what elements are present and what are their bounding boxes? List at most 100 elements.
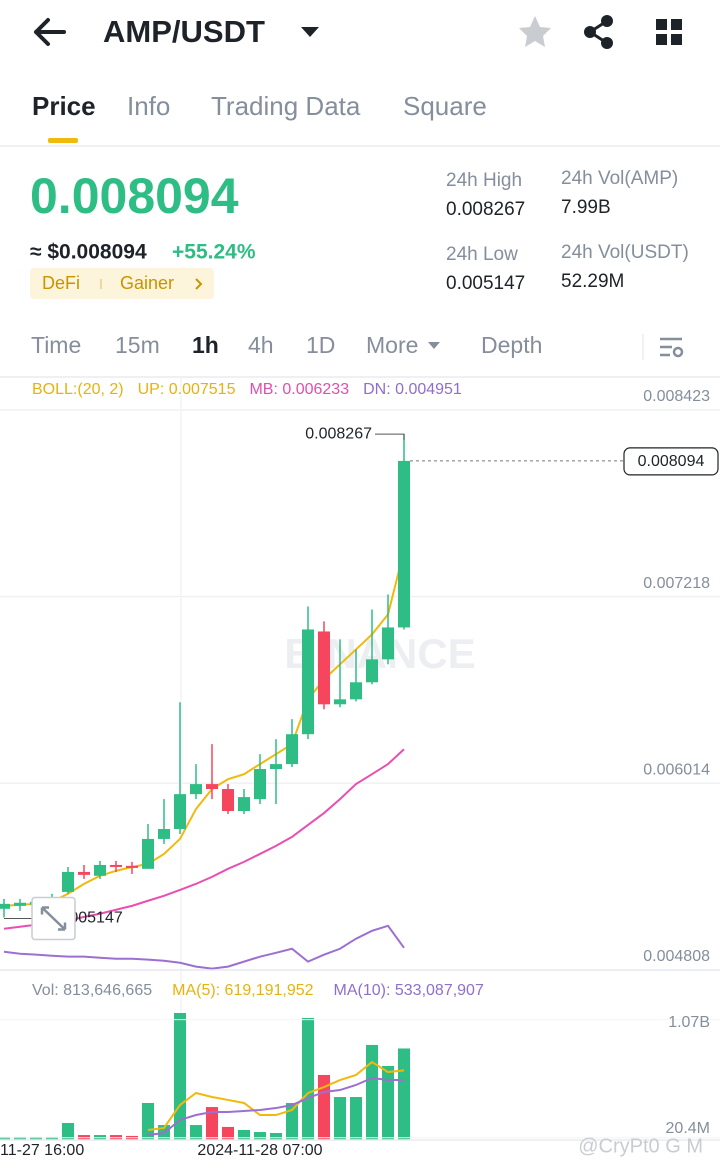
tab[interactable]: Trading Data (211, 91, 361, 121)
last-price-tag (623, 447, 719, 476)
y-tick-label: 0.007218 (643, 575, 710, 592)
candle-body (382, 627, 394, 660)
settings-gear (672, 346, 684, 358)
candle-body (142, 838, 154, 869)
fiat-price: ≈ $0.008094 (30, 241, 147, 264)
candle-body (318, 631, 330, 705)
legend-item: BOLL:(20, 2) (32, 381, 124, 398)
volume-bar (238, 1129, 250, 1140)
timeframe[interactable]: 1D (306, 332, 335, 358)
tab[interactable]: Price (32, 91, 96, 121)
tab[interactable]: Square (403, 91, 487, 121)
volume-ma-line (147, 1076, 405, 1137)
timeframe[interactable]: Depth (481, 332, 542, 358)
y-tick-label: 0.006014 (643, 761, 710, 778)
legend-item: DN: 0.004951 (363, 381, 462, 398)
candle-body (174, 794, 186, 830)
volume-bar (46, 1136, 58, 1140)
candle-body (206, 784, 218, 790)
volume-bar (62, 1123, 74, 1140)
stat-value: 52.29M (561, 271, 624, 292)
price-change: +55.24% (172, 241, 256, 264)
high-label: 0.008267 (305, 425, 372, 442)
candle-body (14, 902, 26, 906)
volume-bar (398, 1048, 410, 1140)
y-tick-label: 0.008423 (643, 388, 710, 405)
share-lines (587, 19, 608, 45)
watermark: BINANCE (284, 630, 475, 677)
y-tick-label: 0.004808 (643, 948, 710, 965)
more-dropdown[interactable] (428, 342, 440, 349)
legend-item: MB: 0.006233 (249, 381, 349, 398)
back-button[interactable] (34, 18, 66, 46)
chart-settings[interactable] (660, 337, 684, 358)
volume-bar (206, 1107, 218, 1140)
watermark: @CryPt0 G M (578, 1135, 703, 1157)
timeframe[interactable]: Time (31, 332, 81, 358)
tag[interactable]: DeFi (42, 273, 80, 293)
volume-bar (190, 1125, 202, 1140)
volume-bar (286, 1102, 298, 1140)
favorite-star[interactable] (519, 16, 551, 47)
x-tick-label: 2024-11-28 07:00 (197, 1142, 322, 1159)
timeframe[interactable]: More (366, 332, 418, 358)
candle-body (0, 903, 10, 909)
candle-body (94, 864, 106, 876)
volume-legend-item: Vol: 813,646,665 (32, 982, 152, 999)
volume-tick-label: 1.07B (668, 1014, 710, 1031)
volume-bar (14, 1136, 26, 1140)
candle-body (334, 699, 346, 705)
grid-cell (656, 19, 667, 30)
back-arrow (34, 18, 66, 46)
candle-body (158, 829, 170, 839)
settings-lines (660, 337, 682, 357)
menu-grid[interactable] (656, 19, 682, 45)
timeframe[interactable]: 15m (115, 332, 160, 358)
volume-ma-line (147, 1060, 405, 1131)
stat-label: 24h Low (446, 244, 518, 265)
pair-title[interactable]: AMP/USDT (103, 14, 265, 49)
candle-body (398, 460, 410, 628)
candle-body (190, 784, 202, 795)
tag-box[interactable] (30, 268, 214, 299)
volume-bar (382, 1065, 394, 1140)
tab-indicator (48, 138, 78, 143)
tag-chevron (195, 278, 203, 290)
high-pointer (375, 433, 405, 441)
boll-line (3, 550, 405, 907)
tab[interactable]: Info (127, 91, 170, 121)
volume-bar (270, 1133, 282, 1140)
volume-bar (254, 1132, 266, 1140)
candle-body (78, 871, 90, 875)
expand-icon (40, 906, 67, 931)
timeframe[interactable]: 4h (248, 332, 274, 358)
candle-body (126, 865, 138, 868)
grid-cell (671, 19, 682, 30)
volume-bar (302, 1017, 314, 1140)
last-price-label: 0.008094 (638, 453, 705, 470)
candle-body (270, 764, 282, 770)
volume-bar (350, 1097, 362, 1140)
pair-dropdown[interactable] (301, 27, 319, 37)
chart: 0.008423 0.007218 0.006014 0.004808 BINANCE B… (0, 378, 720, 1159)
candle-body (222, 789, 234, 812)
boll-line (3, 924, 405, 970)
timeframe[interactable]: 1h (192, 332, 219, 358)
volume-bar (0, 1136, 10, 1140)
legend-item: UP: 0.007515 (138, 381, 236, 398)
tag[interactable]: Gainer (120, 273, 174, 293)
volume-bar (30, 1136, 42, 1140)
candle-body (350, 682, 362, 700)
stat-label: 24h Vol(AMP) (561, 168, 678, 189)
x-tick-label: 11-27 16:00 (0, 1142, 84, 1159)
volume-legend-item: MA(10): 533,087,907 (334, 982, 484, 999)
stat-value: 7.99B (561, 197, 611, 218)
share-button[interactable] (584, 15, 613, 49)
candle-body (110, 864, 122, 867)
candle-body (286, 734, 298, 765)
candle-body (366, 659, 378, 683)
candle-body (302, 629, 314, 735)
